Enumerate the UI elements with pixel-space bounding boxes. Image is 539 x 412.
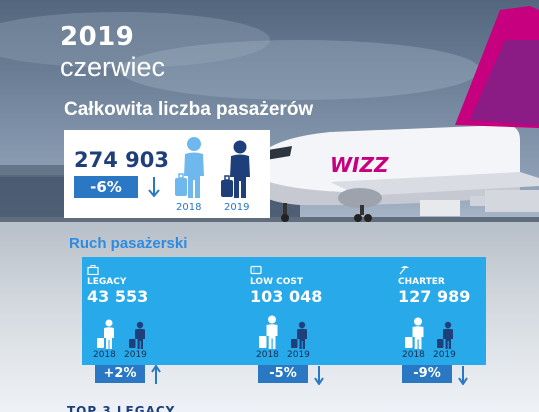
passenger-traffic-title: Ruch pasażerski [69, 235, 188, 252]
category-label: LOW COST [250, 277, 304, 287]
passenger-2018-icon [97, 319, 114, 349]
year-label-2019: 2019 [224, 202, 250, 213]
arrow-up-icon [151, 365, 161, 384]
beach-icon [399, 266, 409, 275]
year-label-2018: 2018 [176, 202, 202, 213]
suitcase-icon [87, 265, 99, 275]
year-label-2018: 2018 [256, 350, 279, 360]
total-change-badge: -6% [74, 176, 138, 198]
category-label: LEGACY [87, 277, 127, 287]
passenger-2019-icon [291, 321, 307, 349]
month-heading: czerwiec [60, 52, 166, 82]
top3-heading: TOP 3 LEGACY [67, 404, 176, 412]
passenger-2019-icon [437, 321, 453, 349]
passenger-2019-icon [129, 321, 145, 349]
traffic-panel: LEGACY 43 553 LOW COST 103 048 CHARTER 1… [82, 257, 486, 365]
year-heading: 2019 [60, 22, 135, 52]
year-label-2019: 2019 [287, 350, 310, 360]
year-label-2018: 2018 [93, 350, 116, 360]
change-badge: -5% [258, 365, 308, 383]
passenger-2018-icon [259, 315, 278, 349]
total-passengers-card: 274 903 -6% 2018 2019 [64, 130, 270, 218]
passenger-2018-icon [405, 317, 424, 349]
category-value: 103 048 [250, 287, 323, 306]
total-passengers-value: 274 903 [74, 148, 169, 172]
category-value: 127 989 [398, 287, 471, 306]
arrow-down-icon [314, 366, 324, 385]
ticket-icon [250, 265, 262, 275]
year-label-2019: 2019 [433, 350, 456, 360]
svg-text:WIZZ: WIZZ [330, 153, 389, 177]
category-value: 43 553 [87, 287, 149, 306]
passenger-2018-icon [175, 137, 204, 198]
change-badge: -9% [402, 365, 452, 383]
year-label-2018: 2018 [402, 350, 425, 360]
year-label-2019: 2019 [124, 350, 147, 360]
arrow-down-icon [148, 177, 160, 198]
arrow-down-icon [458, 366, 468, 385]
category-label: CHARTER [398, 277, 445, 287]
total-passengers-title: Całkowita liczba pasażerów [64, 99, 314, 120]
change-badge: +2% [95, 365, 145, 383]
passenger-2019-icon [221, 140, 250, 198]
